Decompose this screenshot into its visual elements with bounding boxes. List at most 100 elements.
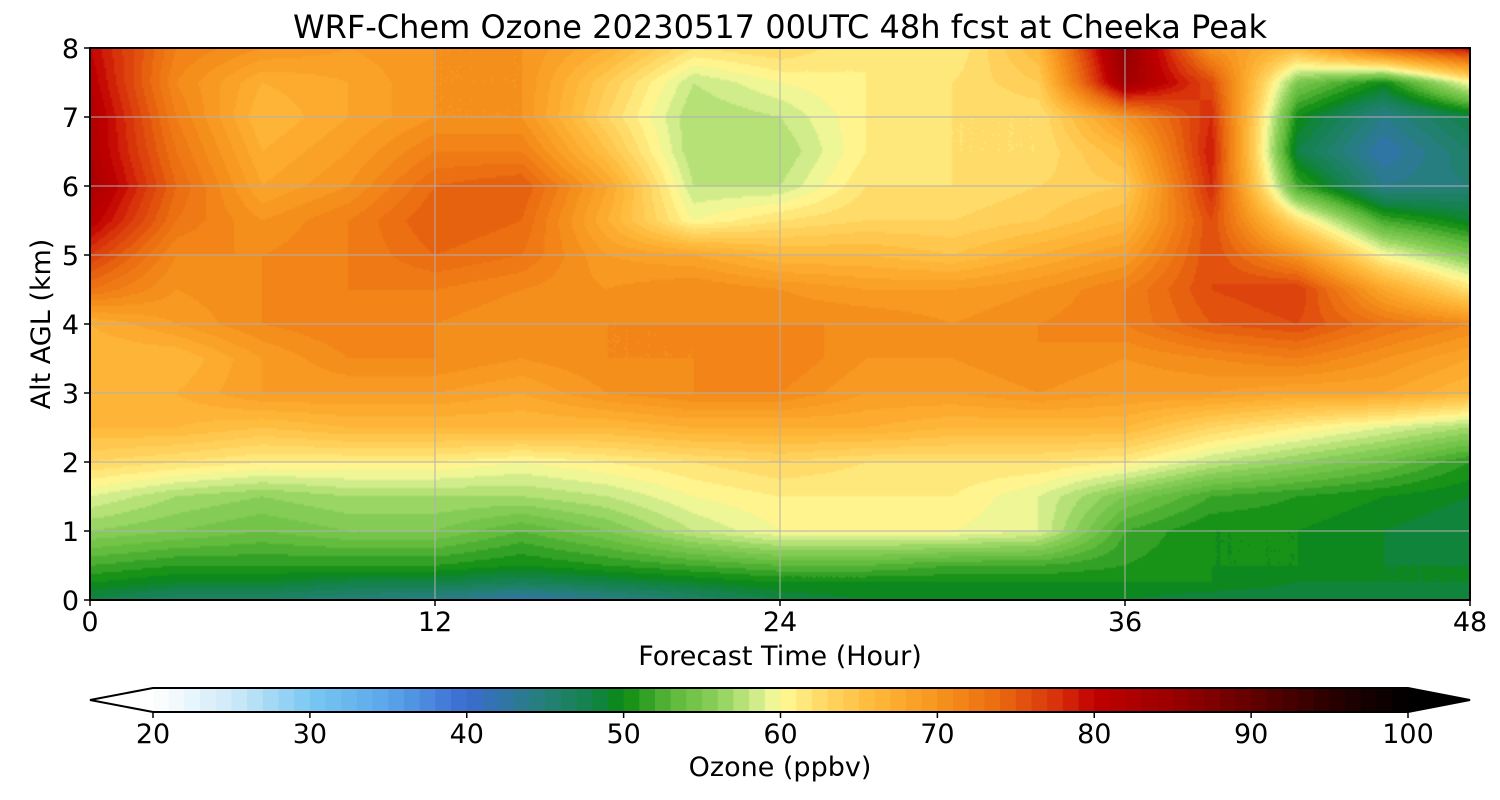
- colorbar-swatch: [1109, 688, 1127, 712]
- colorbar-swatch: [1141, 688, 1158, 712]
- colorbar-min-extend: [90, 688, 153, 712]
- colorbar-swatch: [607, 688, 625, 712]
- colorbar-swatch: [153, 688, 170, 712]
- colorbar-swatch: [592, 688, 609, 712]
- colorbar-swatch: [1219, 688, 1237, 712]
- colorbar-swatch: [906, 688, 923, 712]
- colorbar-swatch: [937, 688, 954, 712]
- colorbar-swatch: [968, 688, 986, 712]
- colorbar-swatch: [843, 688, 860, 712]
- colorbar-swatch: [1251, 688, 1268, 712]
- colorbar-swatch: [1015, 688, 1033, 712]
- colorbar-swatch: [1329, 688, 1346, 712]
- colorbar-swatch: [278, 688, 295, 712]
- y-axis: 0 1 2 3 4 5 6 7 8: [62, 34, 90, 617]
- colorbar-swatch: [200, 688, 217, 712]
- colorbar-swatch: [1125, 688, 1142, 712]
- colorbar-tick-label: 70: [920, 719, 954, 750]
- colorbar-swatch: [215, 688, 233, 712]
- colorbar-swatch: [1157, 688, 1174, 712]
- y-tick-label: 7: [62, 103, 79, 134]
- colorbar-swatch: [1062, 688, 1080, 712]
- colorbar-swatch: [890, 688, 907, 712]
- colorbar-tick-label: 100: [1382, 719, 1434, 750]
- colorbar-swatch: [294, 688, 311, 712]
- colorbar-swatch: [1094, 688, 1111, 712]
- colorbar-swatch: [1360, 688, 1378, 712]
- x-axis: 0 12 24 36 48: [81, 600, 1487, 638]
- y-tick-label: 6: [62, 172, 79, 203]
- colorbar-swatch: [717, 688, 735, 712]
- colorbar-tick-label: 40: [450, 719, 484, 750]
- x-tick-label: 0: [81, 607, 98, 638]
- y-tick-label: 1: [62, 517, 79, 548]
- colorbar-tick-label: 50: [606, 719, 640, 750]
- colorbar-swatch: [1031, 688, 1048, 712]
- colorbar-swatch: [388, 688, 405, 712]
- colorbar-swatch: [921, 688, 938, 712]
- colorbar-swatch: [372, 688, 389, 712]
- colorbar-swatch: [827, 688, 844, 712]
- colorbar-swatch: [1313, 688, 1331, 712]
- colorbar-swatch: [1172, 688, 1189, 712]
- colorbar-swatch: [780, 688, 797, 712]
- colorbar-swatch: [1000, 688, 1017, 712]
- colorbar-swatch: [451, 688, 468, 712]
- colorbar-swatch: [953, 688, 970, 712]
- colorbar-swatch: [1298, 688, 1315, 712]
- x-tick-label: 12: [418, 607, 452, 638]
- colorbar-swatch: [858, 688, 876, 712]
- colorbar-swatch: [341, 688, 358, 712]
- colorbar-tick-label: 90: [1234, 719, 1268, 750]
- colorbar-swatch: [231, 688, 248, 712]
- colorbar-tick-label: 80: [1077, 719, 1111, 750]
- colorbar-swatch: [733, 688, 750, 712]
- colorbar-swatch: [796, 688, 813, 712]
- colorbar-swatch: [168, 688, 185, 712]
- y-tick-label: 5: [62, 241, 79, 272]
- colorbar-swatch: [560, 688, 578, 712]
- colorbar-swatch: [262, 688, 280, 712]
- colorbar-tick-label: 30: [293, 719, 327, 750]
- colorbar-swatch: [1078, 688, 1095, 712]
- colorbar-swatch: [1047, 688, 1064, 712]
- colorbar-swatch: [1188, 688, 1205, 712]
- colorbar-swatch: [325, 688, 342, 712]
- colorbar-swatch: [247, 688, 264, 712]
- colorbar-swatch: [639, 688, 656, 712]
- y-tick-label: 2: [62, 448, 79, 479]
- colorbar-swatch: [576, 688, 593, 712]
- colorbar-swatch: [749, 688, 766, 712]
- y-axis-label: Alt AGL (km): [26, 239, 57, 410]
- colorbar-swatch: [1345, 688, 1362, 712]
- colorbar-swatch: [686, 688, 703, 712]
- colorbar-swatch: [1204, 688, 1221, 712]
- chart-title: WRF-Chem Ozone 20230517 00UTC 48h fcst a…: [292, 8, 1268, 46]
- colorbar-swatch: [1376, 688, 1393, 712]
- colorbar: [89, 687, 1471, 713]
- x-tick-label: 24: [763, 607, 797, 638]
- colorbar-swatch: [184, 688, 201, 712]
- y-tick-label: 3: [62, 379, 79, 410]
- y-tick-label: 8: [62, 34, 79, 65]
- colorbar-swatch: [498, 688, 515, 712]
- colorbar-swatch: [356, 688, 374, 712]
- colorbar-swatch: [482, 688, 499, 712]
- colorbar-swatch: [655, 688, 672, 712]
- colorbar-swatch: [702, 688, 719, 712]
- colorbar-swatch: [529, 688, 546, 712]
- x-tick-label: 48: [1453, 607, 1487, 638]
- y-tick-label: 4: [62, 310, 79, 341]
- colorbar-swatch: [545, 688, 562, 712]
- colorbar-swatch: [309, 688, 327, 712]
- colorbar-label: Ozone (ppbv): [688, 752, 872, 783]
- colorbar-swatch: [404, 688, 421, 712]
- colorbar-swatch: [764, 688, 782, 712]
- colorbar-swatch: [419, 688, 436, 712]
- x-tick-label: 36: [1108, 607, 1142, 638]
- colorbar-swatch: [466, 688, 484, 712]
- colorbar-swatch: [435, 688, 452, 712]
- colorbar-tick-label: 20: [136, 719, 170, 750]
- colorbar-swatch: [1392, 688, 1409, 712]
